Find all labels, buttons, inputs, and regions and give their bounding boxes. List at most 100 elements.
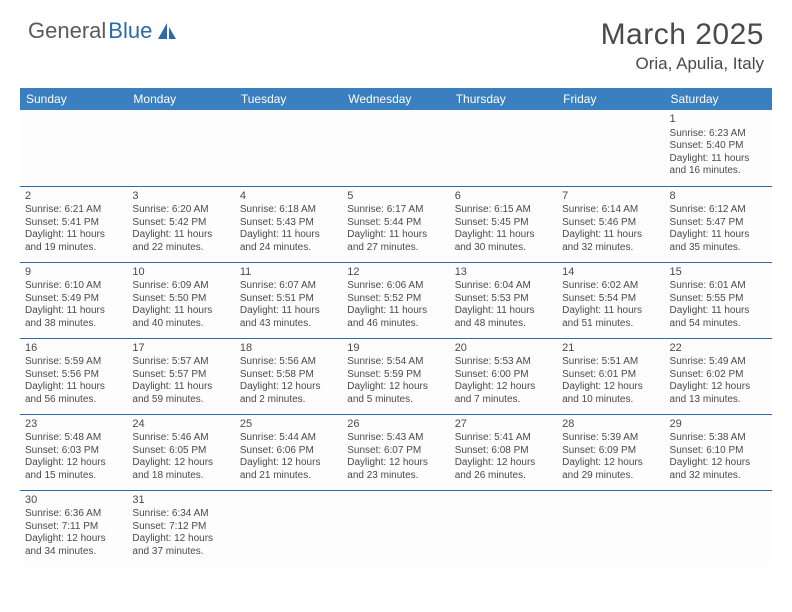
day-number: 5 — [347, 190, 444, 204]
sunset-text: Sunset: 5:49 PM — [25, 293, 122, 306]
calendar-week-row: 2Sunrise: 6:21 AMSunset: 5:41 PMDaylight… — [20, 186, 772, 262]
day-number: 16 — [25, 342, 122, 356]
daylight-text: Daylight: 11 hours and 46 minutes. — [347, 305, 444, 330]
daylight-text: Daylight: 12 hours and 32 minutes. — [670, 457, 767, 482]
sunrise-text: Sunrise: 6:36 AM — [25, 508, 122, 521]
brand-logo: GeneralBlue — [28, 18, 178, 44]
sunset-text: Sunset: 7:11 PM — [25, 521, 122, 534]
calendar-day-cell: 11Sunrise: 6:07 AMSunset: 5:51 PMDayligh… — [235, 262, 342, 338]
sunset-text: Sunset: 6:01 PM — [562, 369, 659, 382]
daylight-text: Daylight: 11 hours and 51 minutes. — [562, 305, 659, 330]
calendar-empty-cell — [235, 490, 342, 566]
calendar-week-row: 1Sunrise: 6:23 AMSunset: 5:40 PMDaylight… — [20, 110, 772, 186]
sunset-text: Sunset: 5:41 PM — [25, 217, 122, 230]
daylight-text: Daylight: 11 hours and 59 minutes. — [132, 381, 229, 406]
sunrise-text: Sunrise: 5:51 AM — [562, 356, 659, 369]
calendar-empty-cell — [665, 490, 772, 566]
sunset-text: Sunset: 5:53 PM — [455, 293, 552, 306]
sunrise-text: Sunrise: 5:56 AM — [240, 356, 337, 369]
sunrise-text: Sunrise: 5:46 AM — [132, 432, 229, 445]
daylight-text: Daylight: 11 hours and 27 minutes. — [347, 229, 444, 254]
sunrise-text: Sunrise: 6:10 AM — [25, 280, 122, 293]
day-number: 25 — [240, 418, 337, 432]
sunrise-text: Sunrise: 5:49 AM — [670, 356, 767, 369]
calendar-day-cell: 26Sunrise: 5:43 AMSunset: 6:07 PMDayligh… — [342, 414, 449, 490]
sunrise-text: Sunrise: 6:18 AM — [240, 204, 337, 217]
sunset-text: Sunset: 6:02 PM — [670, 369, 767, 382]
location-label: Oria, Apulia, Italy — [601, 54, 764, 74]
calendar-empty-cell — [557, 490, 664, 566]
sunrise-text: Sunrise: 5:44 AM — [240, 432, 337, 445]
daylight-text: Daylight: 11 hours and 24 minutes. — [240, 229, 337, 254]
calendar-day-cell: 29Sunrise: 5:38 AMSunset: 6:10 PMDayligh… — [665, 414, 772, 490]
day-number: 10 — [132, 266, 229, 280]
daylight-text: Daylight: 11 hours and 35 minutes. — [670, 229, 767, 254]
daylight-text: Daylight: 11 hours and 48 minutes. — [455, 305, 552, 330]
calendar-day-cell: 22Sunrise: 5:49 AMSunset: 6:02 PMDayligh… — [665, 338, 772, 414]
daylight-text: Daylight: 12 hours and 5 minutes. — [347, 381, 444, 406]
sunset-text: Sunset: 5:55 PM — [670, 293, 767, 306]
daylight-text: Daylight: 11 hours and 16 minutes. — [670, 153, 767, 178]
day-header: Friday — [557, 88, 664, 110]
sunrise-text: Sunrise: 6:20 AM — [132, 204, 229, 217]
calendar-day-cell: 16Sunrise: 5:59 AMSunset: 5:56 PMDayligh… — [20, 338, 127, 414]
day-header: Sunday — [20, 88, 127, 110]
day-number: 18 — [240, 342, 337, 356]
sunset-text: Sunset: 5:44 PM — [347, 217, 444, 230]
sunrise-text: Sunrise: 6:14 AM — [562, 204, 659, 217]
calendar-week-row: 30Sunrise: 6:36 AMSunset: 7:11 PMDayligh… — [20, 490, 772, 566]
day-number: 12 — [347, 266, 444, 280]
calendar-day-cell: 27Sunrise: 5:41 AMSunset: 6:08 PMDayligh… — [450, 414, 557, 490]
sunrise-text: Sunrise: 6:02 AM — [562, 280, 659, 293]
day-number: 14 — [562, 266, 659, 280]
calendar-day-cell: 20Sunrise: 5:53 AMSunset: 6:00 PMDayligh… — [450, 338, 557, 414]
sunset-text: Sunset: 5:57 PM — [132, 369, 229, 382]
daylight-text: Daylight: 12 hours and 21 minutes. — [240, 457, 337, 482]
sunrise-text: Sunrise: 5:43 AM — [347, 432, 444, 445]
calendar-day-cell: 15Sunrise: 6:01 AMSunset: 5:55 PMDayligh… — [665, 262, 772, 338]
calendar-day-cell: 12Sunrise: 6:06 AMSunset: 5:52 PMDayligh… — [342, 262, 449, 338]
daylight-text: Daylight: 11 hours and 56 minutes. — [25, 381, 122, 406]
sunrise-text: Sunrise: 5:57 AM — [132, 356, 229, 369]
daylight-text: Daylight: 12 hours and 29 minutes. — [562, 457, 659, 482]
sunset-text: Sunset: 5:54 PM — [562, 293, 659, 306]
brand-part2: Blue — [108, 18, 152, 44]
calendar-empty-cell — [450, 110, 557, 186]
day-number: 22 — [670, 342, 767, 356]
calendar-empty-cell — [235, 110, 342, 186]
daylight-text: Daylight: 11 hours and 43 minutes. — [240, 305, 337, 330]
day-number: 7 — [562, 190, 659, 204]
calendar-table: Sunday Monday Tuesday Wednesday Thursday… — [20, 88, 772, 566]
day-number: 29 — [670, 418, 767, 432]
day-number: 3 — [132, 190, 229, 204]
sunset-text: Sunset: 6:07 PM — [347, 445, 444, 458]
calendar-day-cell: 7Sunrise: 6:14 AMSunset: 5:46 PMDaylight… — [557, 186, 664, 262]
daylight-text: Daylight: 11 hours and 32 minutes. — [562, 229, 659, 254]
sunset-text: Sunset: 5:52 PM — [347, 293, 444, 306]
daylight-text: Daylight: 12 hours and 26 minutes. — [455, 457, 552, 482]
sunrise-text: Sunrise: 6:21 AM — [25, 204, 122, 217]
day-number: 4 — [240, 190, 337, 204]
sunrise-text: Sunrise: 6:12 AM — [670, 204, 767, 217]
day-number: 19 — [347, 342, 444, 356]
sunset-text: Sunset: 6:09 PM — [562, 445, 659, 458]
daylight-text: Daylight: 11 hours and 38 minutes. — [25, 305, 122, 330]
calendar-day-cell: 31Sunrise: 6:34 AMSunset: 7:12 PMDayligh… — [127, 490, 234, 566]
daylight-text: Daylight: 12 hours and 15 minutes. — [25, 457, 122, 482]
sunrise-text: Sunrise: 6:34 AM — [132, 508, 229, 521]
sunset-text: Sunset: 5:43 PM — [240, 217, 337, 230]
calendar-day-cell: 3Sunrise: 6:20 AMSunset: 5:42 PMDaylight… — [127, 186, 234, 262]
calendar-day-cell: 14Sunrise: 6:02 AMSunset: 5:54 PMDayligh… — [557, 262, 664, 338]
title-block: March 2025 Oria, Apulia, Italy — [601, 18, 764, 74]
sunset-text: Sunset: 5:40 PM — [670, 140, 767, 153]
daylight-text: Daylight: 12 hours and 34 minutes. — [25, 533, 122, 558]
calendar-day-cell: 5Sunrise: 6:17 AMSunset: 5:44 PMDaylight… — [342, 186, 449, 262]
sunset-text: Sunset: 5:45 PM — [455, 217, 552, 230]
sunset-text: Sunset: 5:50 PM — [132, 293, 229, 306]
sunset-text: Sunset: 5:58 PM — [240, 369, 337, 382]
daylight-text: Daylight: 11 hours and 54 minutes. — [670, 305, 767, 330]
calendar-day-cell: 28Sunrise: 5:39 AMSunset: 6:09 PMDayligh… — [557, 414, 664, 490]
day-number: 26 — [347, 418, 444, 432]
day-number: 9 — [25, 266, 122, 280]
day-number: 31 — [132, 494, 229, 508]
